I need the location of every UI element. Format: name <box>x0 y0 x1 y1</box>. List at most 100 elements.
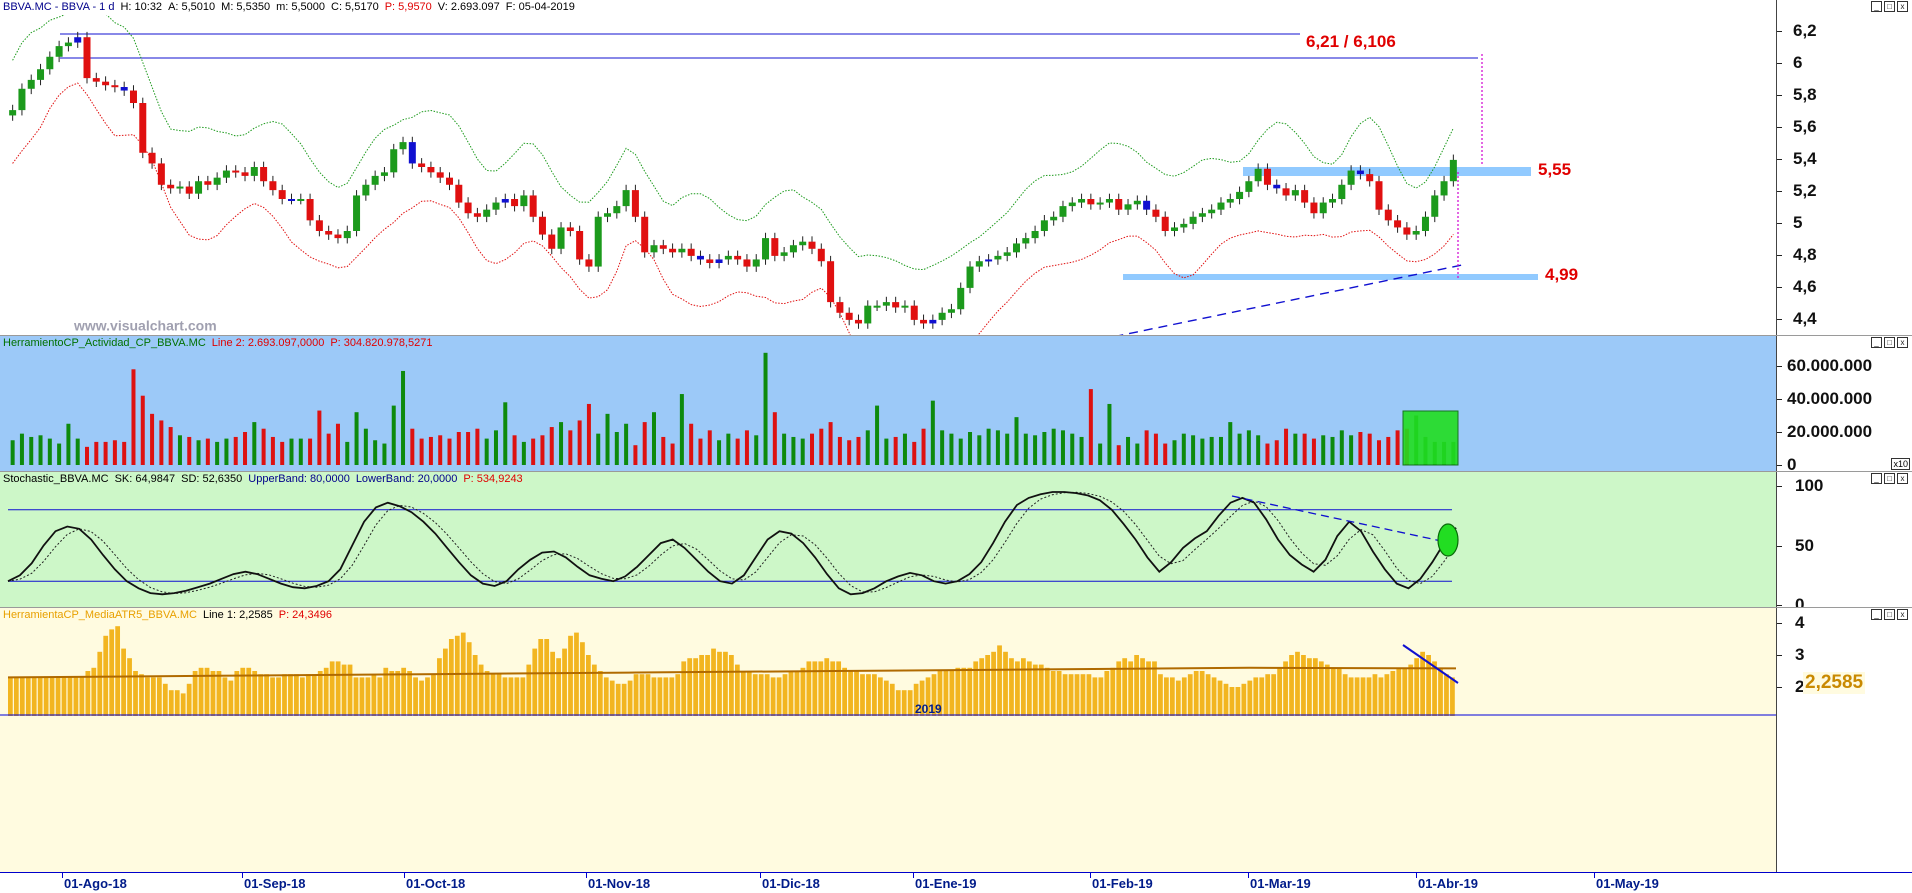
stochastic-trendline <box>1231 495 1447 543</box>
minimize-icon[interactable]: _ <box>1871 473 1882 484</box>
y-tick-mark <box>1777 63 1782 65</box>
close-icon[interactable]: x <box>1897 337 1908 348</box>
volume-bar <box>205 438 210 465</box>
candle-body <box>1115 199 1123 210</box>
volume-bar <box>159 420 164 465</box>
candle-body <box>37 69 45 80</box>
candle-body <box>1198 213 1206 217</box>
atr-bar <box>1146 661 1151 716</box>
atr-bar <box>335 661 341 716</box>
atr-bar <box>448 639 454 716</box>
candle-body <box>287 199 295 201</box>
volume-bar <box>1033 435 1038 465</box>
candle-body <box>1347 170 1355 185</box>
atr-bar <box>973 661 979 716</box>
window-controls[interactable]: _ □ x <box>1869 1 1908 12</box>
atr-bar <box>693 658 699 716</box>
atr-bar <box>299 677 305 716</box>
candle-body <box>659 245 667 249</box>
header-field: P: 5,9570 <box>384 1 432 13</box>
volume-bar <box>968 432 973 465</box>
volume-bar <box>466 432 471 465</box>
maximize-icon[interactable]: □ <box>1884 609 1895 620</box>
close-icon[interactable]: x <box>1897 1 1908 12</box>
y-tick-mark <box>1777 366 1782 367</box>
candle-body <box>594 216 602 267</box>
y-tick-label: 4,8 <box>1793 245 1817 265</box>
volume-bar <box>354 412 359 465</box>
atr-bar <box>1205 674 1211 716</box>
volume-bar <box>363 428 368 465</box>
atr-header: HerramientaCP_MediaATR5_BBVA.MC Line 1: 2… <box>3 608 338 623</box>
volume-bar <box>1386 436 1391 465</box>
volume-window-controls[interactable]: _ □ x <box>1869 337 1908 348</box>
atr-bar <box>979 658 985 716</box>
candle-body <box>55 46 63 57</box>
maximize-icon[interactable]: □ <box>1884 1 1895 12</box>
atr-bar <box>252 671 258 716</box>
volume-bar <box>995 430 1000 465</box>
stochastic-background <box>0 472 1776 607</box>
atr-bar <box>222 677 228 716</box>
x-tick-label: 01-Ago-18 <box>64 876 127 891</box>
volume-bar <box>298 438 303 465</box>
atr-bar <box>127 658 132 716</box>
stochastic-window-controls[interactable]: _ □ x <box>1869 473 1908 484</box>
atr-bar <box>556 658 561 716</box>
y-tick-mark <box>1777 255 1782 257</box>
atr-bar <box>49 677 55 716</box>
candle-body <box>520 195 528 207</box>
atr-plot[interactable]: 2019 <box>0 608 1776 872</box>
volume-bar <box>605 413 610 465</box>
candle-body <box>390 149 398 173</box>
candle-body <box>1124 204 1132 210</box>
y-tick-mark <box>1777 623 1782 624</box>
x-tick-mark <box>242 873 243 878</box>
atr-bar <box>1092 677 1098 716</box>
maximize-icon[interactable]: □ <box>1884 337 1895 348</box>
atr-bar <box>1432 661 1437 716</box>
minimize-icon[interactable]: _ <box>1871 609 1882 620</box>
candle-body <box>213 177 221 185</box>
y-tick-label: 20.000.000 <box>1787 422 1873 441</box>
atr-bar <box>1384 674 1390 716</box>
annotation-support: 4,99 <box>1545 265 1578 284</box>
atr-bar <box>228 680 234 716</box>
header-field: UpperBand: 80,0000 <box>248 473 350 485</box>
close-icon[interactable]: x <box>1897 473 1908 484</box>
atr-bar <box>818 661 824 716</box>
stochastic-plot[interactable] <box>0 472 1776 607</box>
atr-bar <box>842 667 847 716</box>
atr-bar <box>740 671 746 716</box>
x-tick-mark <box>913 873 914 878</box>
volume-bar <box>345 441 350 465</box>
volume-bar <box>1311 438 1316 465</box>
candle-body <box>483 209 491 217</box>
volume-bar <box>261 428 266 465</box>
volume-bar <box>633 445 638 465</box>
atr-bar <box>1271 674 1277 716</box>
atr-bar <box>73 677 79 716</box>
atr-bar <box>31 677 37 716</box>
volume-bar <box>215 441 220 465</box>
volume-bar <box>280 441 285 465</box>
volume-plot[interactable] <box>0 336 1776 471</box>
close-icon[interactable]: x <box>1897 609 1908 620</box>
candle-body <box>715 259 723 263</box>
minimize-icon[interactable]: _ <box>1871 337 1882 348</box>
atr-window-controls[interactable]: _ □ x <box>1869 609 1908 620</box>
minimize-icon[interactable]: _ <box>1871 1 1882 12</box>
volume-bar <box>828 422 833 465</box>
y-tick-mark <box>1777 546 1782 547</box>
atr-bar <box>1009 658 1014 716</box>
header-field: P: 304.820.978,5271 <box>330 337 433 349</box>
price-plot[interactable]: 6,21 / 6,106 5,55 4,99 www.visualchart.com <box>0 0 1776 335</box>
atr-bar <box>723 651 728 716</box>
atr-bar <box>1414 658 1420 716</box>
candle-body <box>1133 200 1141 205</box>
maximize-icon[interactable]: □ <box>1884 473 1895 484</box>
candle-body <box>1412 231 1420 235</box>
y-tick-mark <box>1777 31 1782 33</box>
candle-body <box>669 248 677 253</box>
volume-bar <box>1228 422 1233 465</box>
